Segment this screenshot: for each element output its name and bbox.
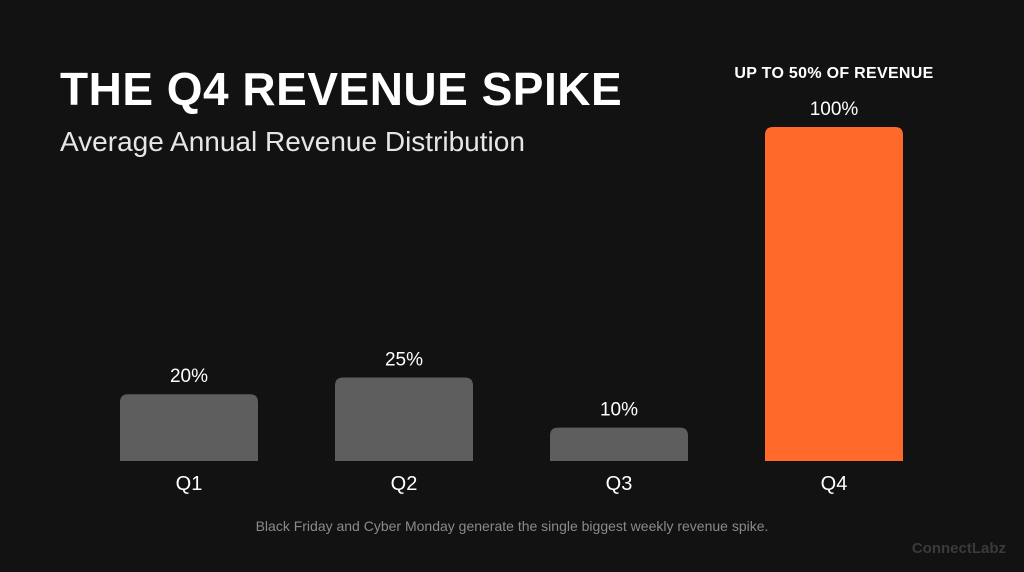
category-label-q3: Q3 xyxy=(606,473,633,495)
value-label-q3: 10% xyxy=(600,400,638,421)
category-label-q4: Q4 xyxy=(821,473,848,495)
q4-annotation: UP TO 50% OF REVENUE xyxy=(734,65,934,82)
bar-q1 xyxy=(120,394,258,461)
bar-q2 xyxy=(335,377,473,461)
brand-watermark: ConnectLabz xyxy=(911,540,1006,557)
bar-q3 xyxy=(550,427,688,461)
category-label-q2: Q2 xyxy=(391,473,418,495)
chart-subtitle: Average Annual Revenue Distribution xyxy=(60,126,525,157)
value-label-q1: 20% xyxy=(170,366,208,387)
value-label-q2: 25% xyxy=(385,350,423,371)
category-label-q1: Q1 xyxy=(176,473,203,495)
footnote: Black Friday and Cyber Monday generate t… xyxy=(255,518,769,534)
chart-title: THE Q4 REVENUE SPIKE xyxy=(60,63,623,115)
value-label-q4: 100% xyxy=(810,99,859,120)
bar-q4 xyxy=(765,127,903,461)
